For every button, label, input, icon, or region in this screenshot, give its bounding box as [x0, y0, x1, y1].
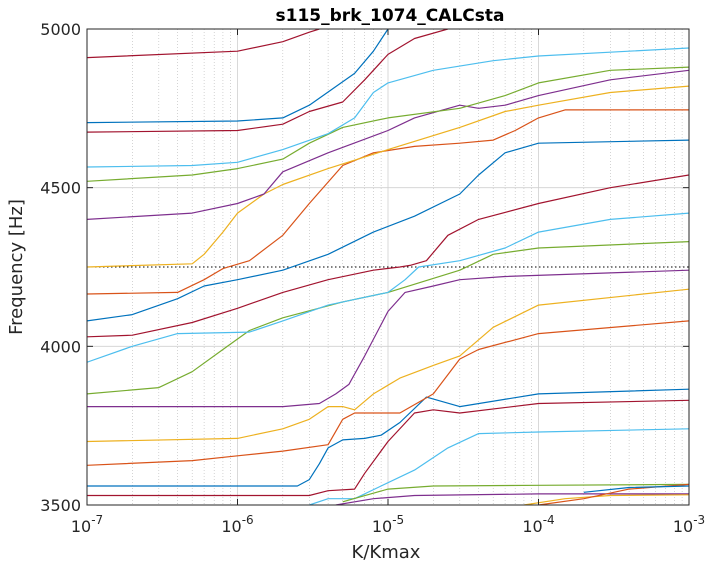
series-line-18: [87, 29, 320, 59]
series-line-13: [87, 69, 689, 220]
series-line-21: [523, 494, 689, 505]
series-line-20: [342, 483, 689, 503]
series-line-14: [87, 66, 689, 182]
y-tick-label: 3500: [40, 496, 81, 515]
series-line-2: [87, 399, 689, 497]
series-line-16: [87, 29, 449, 133]
series-line-8: [87, 212, 689, 363]
x-tick-label: 10-5: [372, 513, 404, 536]
series-line-1: [87, 388, 689, 487]
series-group: [87, 29, 689, 505]
series-line-19: [335, 493, 689, 505]
series-line-12: [87, 85, 689, 268]
series-line-9: [87, 174, 689, 338]
x-tick-labels: 10-7 10-6 10-5 10-4 10-3: [71, 513, 705, 536]
x-tick-label: 10-7: [71, 513, 103, 536]
series-line-5: [87, 288, 689, 443]
y-tick-label: 4500: [40, 179, 81, 198]
x-tick-label: 10-3: [673, 513, 705, 536]
x-tick-label: 10-6: [221, 513, 253, 536]
y-tick-label: 5000: [40, 20, 81, 39]
series-line-6: [87, 269, 689, 408]
series-line-3: [309, 428, 689, 505]
axis-ticks: [86, 28, 690, 506]
x-axis-label: K/Kmax: [352, 542, 421, 563]
y-tick-label: 4000: [40, 337, 81, 356]
series-line-10: [87, 139, 689, 322]
chart-title: s115_brk_1074_CALCsta: [276, 6, 505, 26]
series-line-23: [583, 485, 689, 493]
series-line-15: [87, 47, 689, 168]
x-tick-label: 10-4: [522, 513, 554, 536]
series-line-4: [87, 320, 689, 466]
y-tick-labels: 3500 4000 4500 5000: [40, 20, 81, 515]
y-axis-label: Frequency [Hz]: [6, 199, 27, 335]
series-line-17: [87, 29, 389, 124]
